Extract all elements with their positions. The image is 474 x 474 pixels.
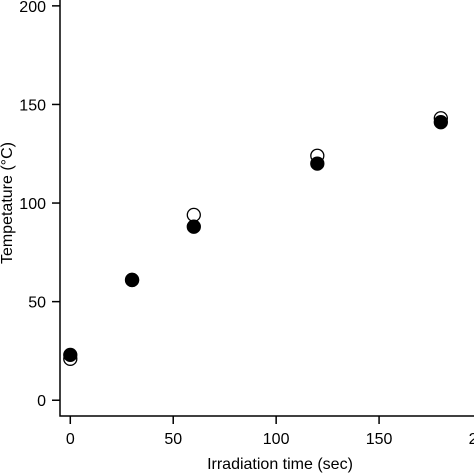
y-tick-label: 100 bbox=[19, 196, 46, 213]
y-axis-label: Tempetature (°C) bbox=[0, 142, 16, 264]
y-tick-label: 0 bbox=[37, 393, 46, 410]
filled-data-point bbox=[433, 115, 448, 130]
x-axis-label: Irradiation time (sec) bbox=[207, 456, 353, 473]
filled-data-point bbox=[186, 219, 201, 234]
filled-data-point bbox=[310, 156, 325, 171]
filled-data-point bbox=[124, 272, 140, 288]
y-tick-label: 50 bbox=[28, 295, 46, 312]
plot-frame bbox=[59, 0, 474, 417]
x-axis-ticks: 0 50 100 150 200 bbox=[66, 416, 474, 448]
y-tick-label: 150 bbox=[19, 97, 46, 114]
y-axis-ticks: 0 50 100 150 200 bbox=[19, 0, 60, 410]
x-tick-label: 50 bbox=[164, 431, 182, 448]
filled-data-point bbox=[63, 347, 78, 363]
data-points bbox=[63, 111, 448, 366]
y-tick-label: 200 bbox=[19, 0, 46, 16]
open-data-point bbox=[186, 207, 201, 223]
x-tick-label: 150 bbox=[366, 431, 393, 448]
x-tick-label: 200 bbox=[469, 431, 474, 448]
x-tick-label: 100 bbox=[263, 431, 290, 448]
x-tick-label: 0 bbox=[66, 431, 75, 448]
